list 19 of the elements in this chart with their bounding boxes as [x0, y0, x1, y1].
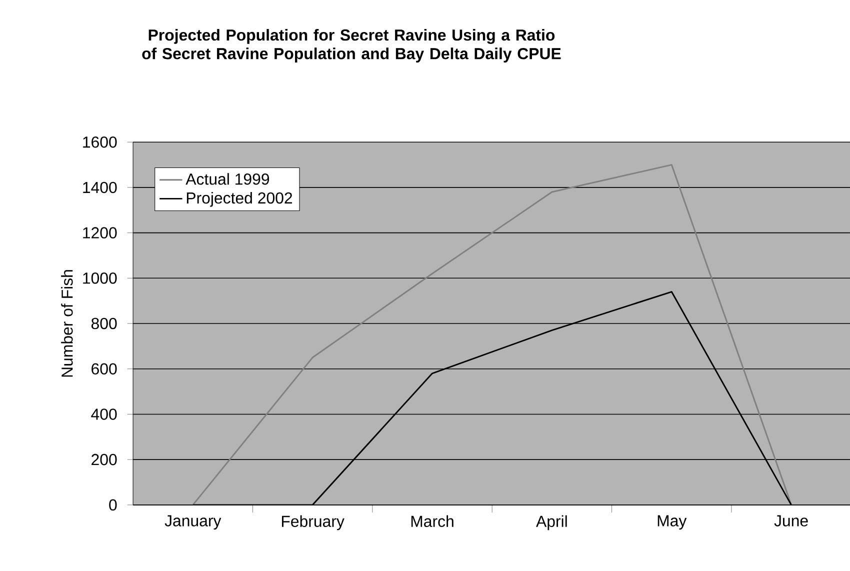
y-tick-label: 1000: [83, 272, 117, 284]
x-tick-label: February: [282, 515, 344, 530]
y-tick-label: 1200: [83, 227, 117, 238]
y-tick-label: 0: [109, 499, 117, 511]
y-tick-label: 1600: [83, 136, 117, 148]
x-tick-label: June: [774, 515, 808, 526]
y-tick-label: 400: [91, 408, 117, 420]
chart-title: Projected Population for Secret Ravine Using a Ratio of Secret Ravine Population and Bay Delta Daily CPUE: [142, 28, 561, 62]
x-tick-label: May: [658, 515, 687, 530]
y-tick-label: 600: [92, 363, 117, 374]
y-axis-title: Number of Fish: [61, 270, 73, 377]
legend-label: Projected 2002: [186, 192, 292, 207]
y-tick-label: 1400: [83, 182, 117, 194]
x-tick-label: April: [536, 515, 567, 530]
y-tick-label: 200: [92, 454, 117, 466]
x-tick-label: January: [164, 515, 222, 530]
legend-label: Actual 1999: [186, 173, 270, 185]
x-tick-label: March: [411, 515, 454, 527]
y-tick-label: 800: [91, 318, 117, 330]
